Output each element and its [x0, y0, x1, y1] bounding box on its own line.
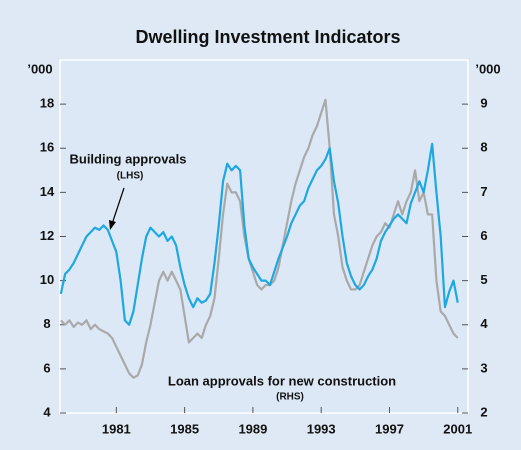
- y2-tick-label: 3: [480, 360, 487, 375]
- y2-tick-label: 2: [480, 404, 487, 419]
- annotation: (RHS): [276, 392, 304, 403]
- y2-tick-label: 6: [480, 228, 487, 243]
- x-tick-label: 2001: [443, 421, 472, 436]
- y-tick-label: 18: [40, 96, 54, 111]
- y-tick-label: 10: [40, 272, 54, 287]
- x-tick-label: 1997: [375, 421, 404, 436]
- annotation: (LHS): [117, 171, 144, 182]
- y-tick-label: 4: [43, 404, 51, 419]
- y-tick-label: 8: [43, 316, 50, 331]
- y2-tick-label: 7: [480, 184, 487, 199]
- x-tick-label: 1993: [307, 421, 336, 436]
- y2-tick-label: 4: [480, 316, 488, 331]
- y-tick-label: 14: [40, 184, 55, 199]
- y-tick-label: 12: [40, 228, 54, 243]
- arrow: [111, 187, 125, 225]
- y2-tick-label: 5: [480, 272, 487, 287]
- annotation: Loan approvals for new construction: [168, 373, 396, 388]
- x-tick-label: 1989: [238, 421, 267, 436]
- x-tick-label: 1985: [170, 421, 199, 436]
- y2-tick-label: 8: [480, 140, 487, 155]
- y2-unit: ’000: [475, 61, 500, 76]
- arrow-head: [109, 220, 116, 230]
- y-unit: ’000: [27, 61, 52, 76]
- x-tick-label: 1981: [102, 421, 131, 436]
- y-tick-label: 16: [40, 140, 54, 155]
- y-tick-label: 6: [43, 360, 50, 375]
- series-line: [59, 142, 459, 326]
- annotation: Building approvals: [69, 151, 186, 166]
- y2-tick-label: 9: [480, 96, 487, 111]
- plot-area: [59, 59, 469, 414]
- chart-title: Dwelling Investment Indicators: [135, 27, 400, 47]
